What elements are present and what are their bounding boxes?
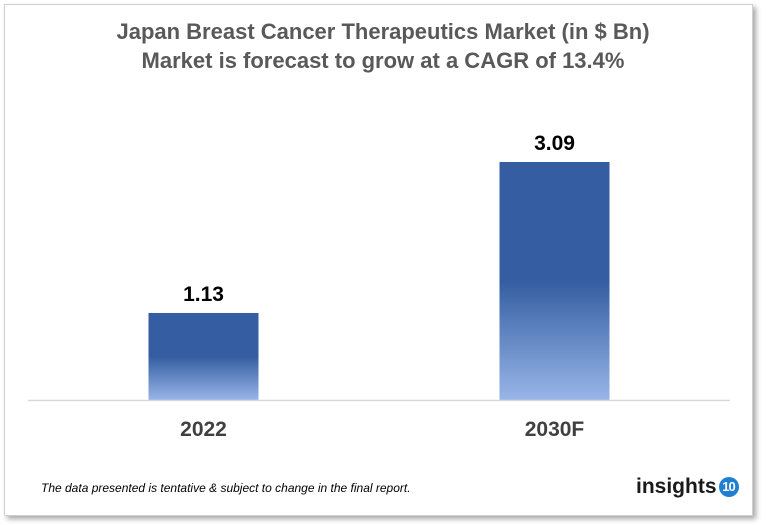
logo-text: insights bbox=[636, 475, 717, 498]
x-tick-label: 2022 bbox=[180, 418, 227, 441]
x-tick-label: 2030F bbox=[525, 418, 585, 441]
bar-2022 bbox=[148, 312, 259, 400]
subtitle-line: Market is forecast to grow at a CAGR of … bbox=[141, 48, 625, 73]
chart-title: Japan Breast Cancer Therapeutics Market … bbox=[0, 17, 766, 75]
footnote: The data presented is tentative & subjec… bbox=[41, 481, 411, 495]
chart-frame bbox=[4, 4, 753, 516]
insights10-logo: insights 10 bbox=[636, 475, 739, 499]
title-line: Japan Breast Cancer Therapeutics Market … bbox=[116, 19, 650, 44]
data-label: 1.13 bbox=[183, 283, 224, 306]
logo-badge: 10 bbox=[718, 477, 739, 497]
bar-2030F bbox=[499, 162, 610, 400]
data-label: 3.09 bbox=[534, 132, 575, 155]
